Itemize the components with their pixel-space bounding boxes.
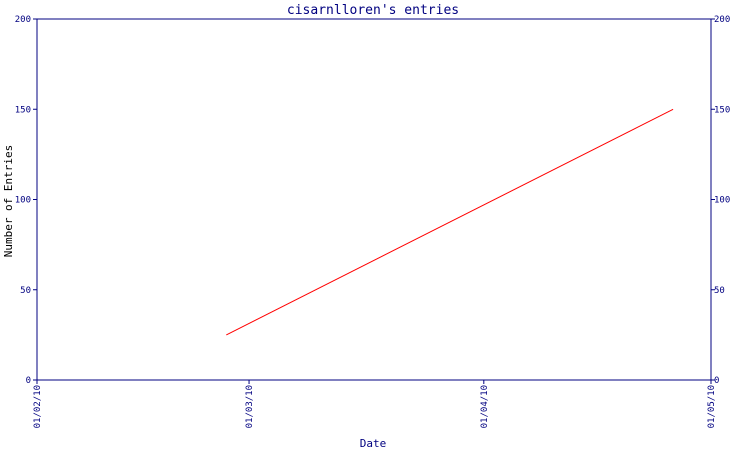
y-tick-label-right: 200 <box>714 15 730 25</box>
x-tick-label: 01/05/10 <box>707 385 717 428</box>
y-tick-label-right: 150 <box>714 105 730 115</box>
plot-frame <box>36 18 712 381</box>
chart-title: cisarnlloren's entries <box>287 3 459 18</box>
x-tick-label: 01/03/10 <box>245 385 255 428</box>
x-axis-label: Date <box>360 437 387 450</box>
y-tick-label-left: 100 <box>15 196 31 206</box>
y-tick-label-right: 100 <box>714 196 730 206</box>
y-tick-label-left: 50 <box>20 286 31 296</box>
y-tick-label-left: 150 <box>15 105 31 115</box>
y-tick-label-left: 200 <box>15 15 31 25</box>
series-line <box>226 108 674 336</box>
y-tick-label-right: 0 <box>714 376 719 386</box>
y-tick-label-left: 0 <box>26 376 31 386</box>
x-tick-label: 01/02/10 <box>33 385 43 428</box>
y-axis-label: Number of Entries <box>2 145 15 258</box>
x-tick-label: 01/04/10 <box>480 385 490 428</box>
y-tick-label-right: 50 <box>714 286 725 296</box>
plot-area: 0 0 50 50 100 100 150 150 200 200 01/02/10 01/03/10… <box>15 15 731 428</box>
